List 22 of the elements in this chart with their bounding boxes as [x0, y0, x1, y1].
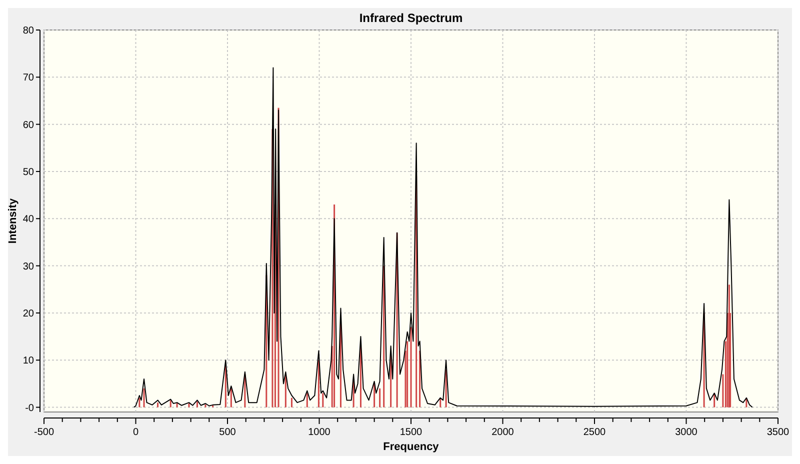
y-tick-label: 40 — [22, 214, 34, 226]
y-tick-label: 50 — [22, 166, 34, 178]
x-tick-label: 3000 — [675, 427, 698, 438]
y-tick-label: 20 — [22, 308, 34, 320]
x-tick-label: 3500 — [766, 427, 790, 438]
y-tick-label: 60 — [22, 120, 34, 131]
x-tick-label: -500 — [34, 427, 54, 438]
line-series — [133, 67, 753, 408]
y-tick-label: 80 — [22, 26, 34, 36]
y-tick-label: 10 — [22, 356, 34, 367]
y-tick-label: 30 — [22, 261, 34, 272]
x-tick-label: 2000 — [492, 427, 514, 438]
x-axis-title: Frequency — [383, 441, 440, 453]
chart-title: Infrared Spectrum — [359, 11, 463, 25]
y-tick-label: -0 — [25, 402, 34, 414]
x-tick-label: 500 — [219, 427, 236, 438]
y-axis-title: Intensity — [7, 198, 19, 244]
x-tick-label: 1000 — [308, 427, 331, 438]
x-tick-label: 2500 — [583, 427, 606, 438]
y-tick-label: 70 — [22, 72, 34, 84]
x-tick-label: 0 — [132, 427, 139, 438]
x-tick-label: 1500 — [400, 427, 423, 438]
